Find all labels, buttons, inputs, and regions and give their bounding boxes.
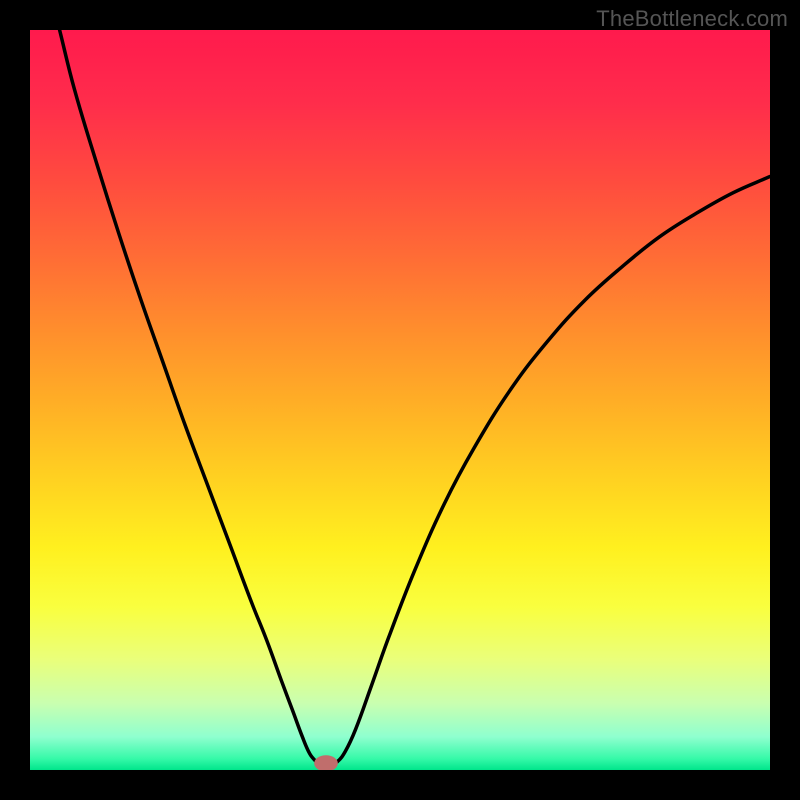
chart-frame: TheBottleneck.com — [0, 0, 800, 800]
gradient-background — [30, 30, 770, 770]
plot-area — [30, 30, 770, 770]
bottleneck-chart-svg — [30, 30, 770, 770]
watermark-text: TheBottleneck.com — [596, 6, 788, 32]
